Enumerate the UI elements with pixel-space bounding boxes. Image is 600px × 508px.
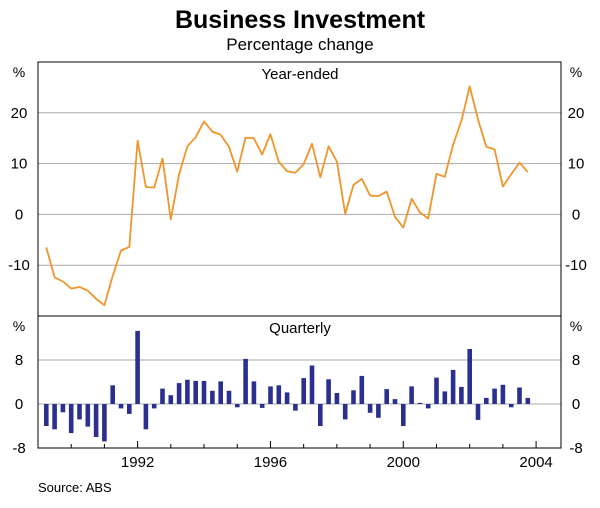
top-left-tick-label: -10 <box>8 257 30 274</box>
chart-frame <box>37 61 562 449</box>
quarterly-bar <box>259 404 265 408</box>
panel-label-quarterly: Quarterly <box>269 320 331 337</box>
quarterly-bar <box>359 375 365 404</box>
quarterly-bar <box>293 404 298 411</box>
quarterly-bar <box>376 404 381 418</box>
top-left-tick-label: 10 <box>11 156 28 173</box>
top-left-unit-label: % <box>13 64 25 80</box>
quarterly-bar <box>77 404 82 420</box>
quarterly-bar <box>384 389 389 404</box>
x-tick-label: 1996 <box>254 454 287 471</box>
quarterly-bar <box>409 386 414 404</box>
quarterly-bar <box>276 385 282 404</box>
x-tick-label: 1992 <box>121 454 154 471</box>
quarterly-bar <box>459 386 464 404</box>
quarterly-bar <box>284 392 290 404</box>
quarterly-bar <box>351 390 356 405</box>
quarterly-bar <box>442 391 448 404</box>
quarterly-bar <box>434 377 439 404</box>
quarterly-bar <box>201 380 207 404</box>
top-left-tick-label: 0 <box>15 206 23 223</box>
bottom-left-tick-label: -8 <box>12 440 25 457</box>
quarterly-bar <box>68 404 74 434</box>
quarterly-bar <box>44 404 49 426</box>
quarterly-bar <box>342 404 348 420</box>
bottom-right-unit-label: % <box>570 318 582 334</box>
quarterly-bar <box>243 358 248 404</box>
quarterly-bar <box>118 404 124 409</box>
quarterly-bar <box>85 404 91 427</box>
quarterly-bar <box>226 390 232 404</box>
quarterly-bar <box>334 393 340 404</box>
quarterly-bar <box>268 386 273 404</box>
top-right-tick-label: -10 <box>565 257 587 274</box>
top-right-tick-label: 10 <box>568 156 585 173</box>
quarterly-bar <box>151 404 157 409</box>
quarterly-bar <box>60 404 66 413</box>
quarterly-bar <box>143 404 149 430</box>
top-panel-gridlines <box>38 112 561 266</box>
quarterly-bar <box>301 378 306 404</box>
axis-tick-labels: -10 -10 0 0 10 10 20 20 -8 -8 0 0 8 8 1992 1996 2000 2004 <box>8 105 587 471</box>
quarterly-bar <box>517 387 522 404</box>
quarterly-bar <box>425 404 431 409</box>
source-note: Source: ABS <box>38 480 112 495</box>
quarterly-bar <box>93 404 99 437</box>
quarterly-bar <box>467 349 472 404</box>
x-tick-label: 2000 <box>387 454 420 471</box>
quarterly-bar <box>235 404 240 408</box>
bottom-right-tick-label: -8 <box>569 440 582 457</box>
quarterly-bar <box>185 379 190 404</box>
quarterly-bar <box>417 402 423 404</box>
x-tick-label: 2004 <box>519 454 552 471</box>
quarterly-bar-series <box>44 330 531 442</box>
chart-title: Business Investment <box>174 6 426 34</box>
quarterly-bar <box>127 404 132 414</box>
quarterly-bar <box>508 404 514 408</box>
quarterly-bar <box>326 379 331 405</box>
quarterly-bar <box>135 330 140 404</box>
quarterly-bar <box>401 404 406 426</box>
quarterly-bar <box>475 404 481 420</box>
top-left-tick-label: 20 <box>11 105 28 122</box>
chart-subtitle: Percentage change <box>226 35 374 54</box>
quarterly-bar <box>450 369 456 404</box>
bottom-right-tick-label: 8 <box>572 352 580 369</box>
quarterly-bar <box>160 388 165 404</box>
bottom-left-unit-label: % <box>13 318 25 334</box>
bottom-panel-gridlines <box>38 359 561 405</box>
quarterly-bar <box>176 383 182 404</box>
quarterly-bar <box>168 395 174 404</box>
quarterly-bar <box>210 390 215 404</box>
top-right-tick-label: 20 <box>568 105 585 122</box>
quarterly-bar <box>309 365 315 404</box>
quarterly-bar <box>52 404 57 430</box>
quarterly-bar <box>193 380 198 404</box>
quarterly-bar <box>484 397 489 404</box>
bottom-left-tick-label: 0 <box>15 396 23 413</box>
quarterly-bar <box>367 404 373 413</box>
quarterly-bar <box>500 384 506 405</box>
top-right-tick-label: 0 <box>572 206 580 223</box>
quarterly-bar <box>218 381 223 404</box>
quarterly-bar <box>102 404 107 442</box>
quarterly-bar <box>318 404 323 426</box>
year-ended-line <box>45 85 529 307</box>
bottom-right-tick-label: 0 <box>572 396 580 413</box>
quarterly-bar <box>492 388 497 404</box>
bottom-left-tick-label: 8 <box>15 352 23 369</box>
panel-label-year-ended: Year-ended <box>261 66 338 83</box>
quarterly-bar <box>392 399 398 404</box>
quarterly-bar <box>251 381 257 404</box>
quarterly-bar <box>110 385 115 404</box>
top-right-unit-label: % <box>570 64 582 80</box>
quarterly-bar <box>525 397 531 404</box>
